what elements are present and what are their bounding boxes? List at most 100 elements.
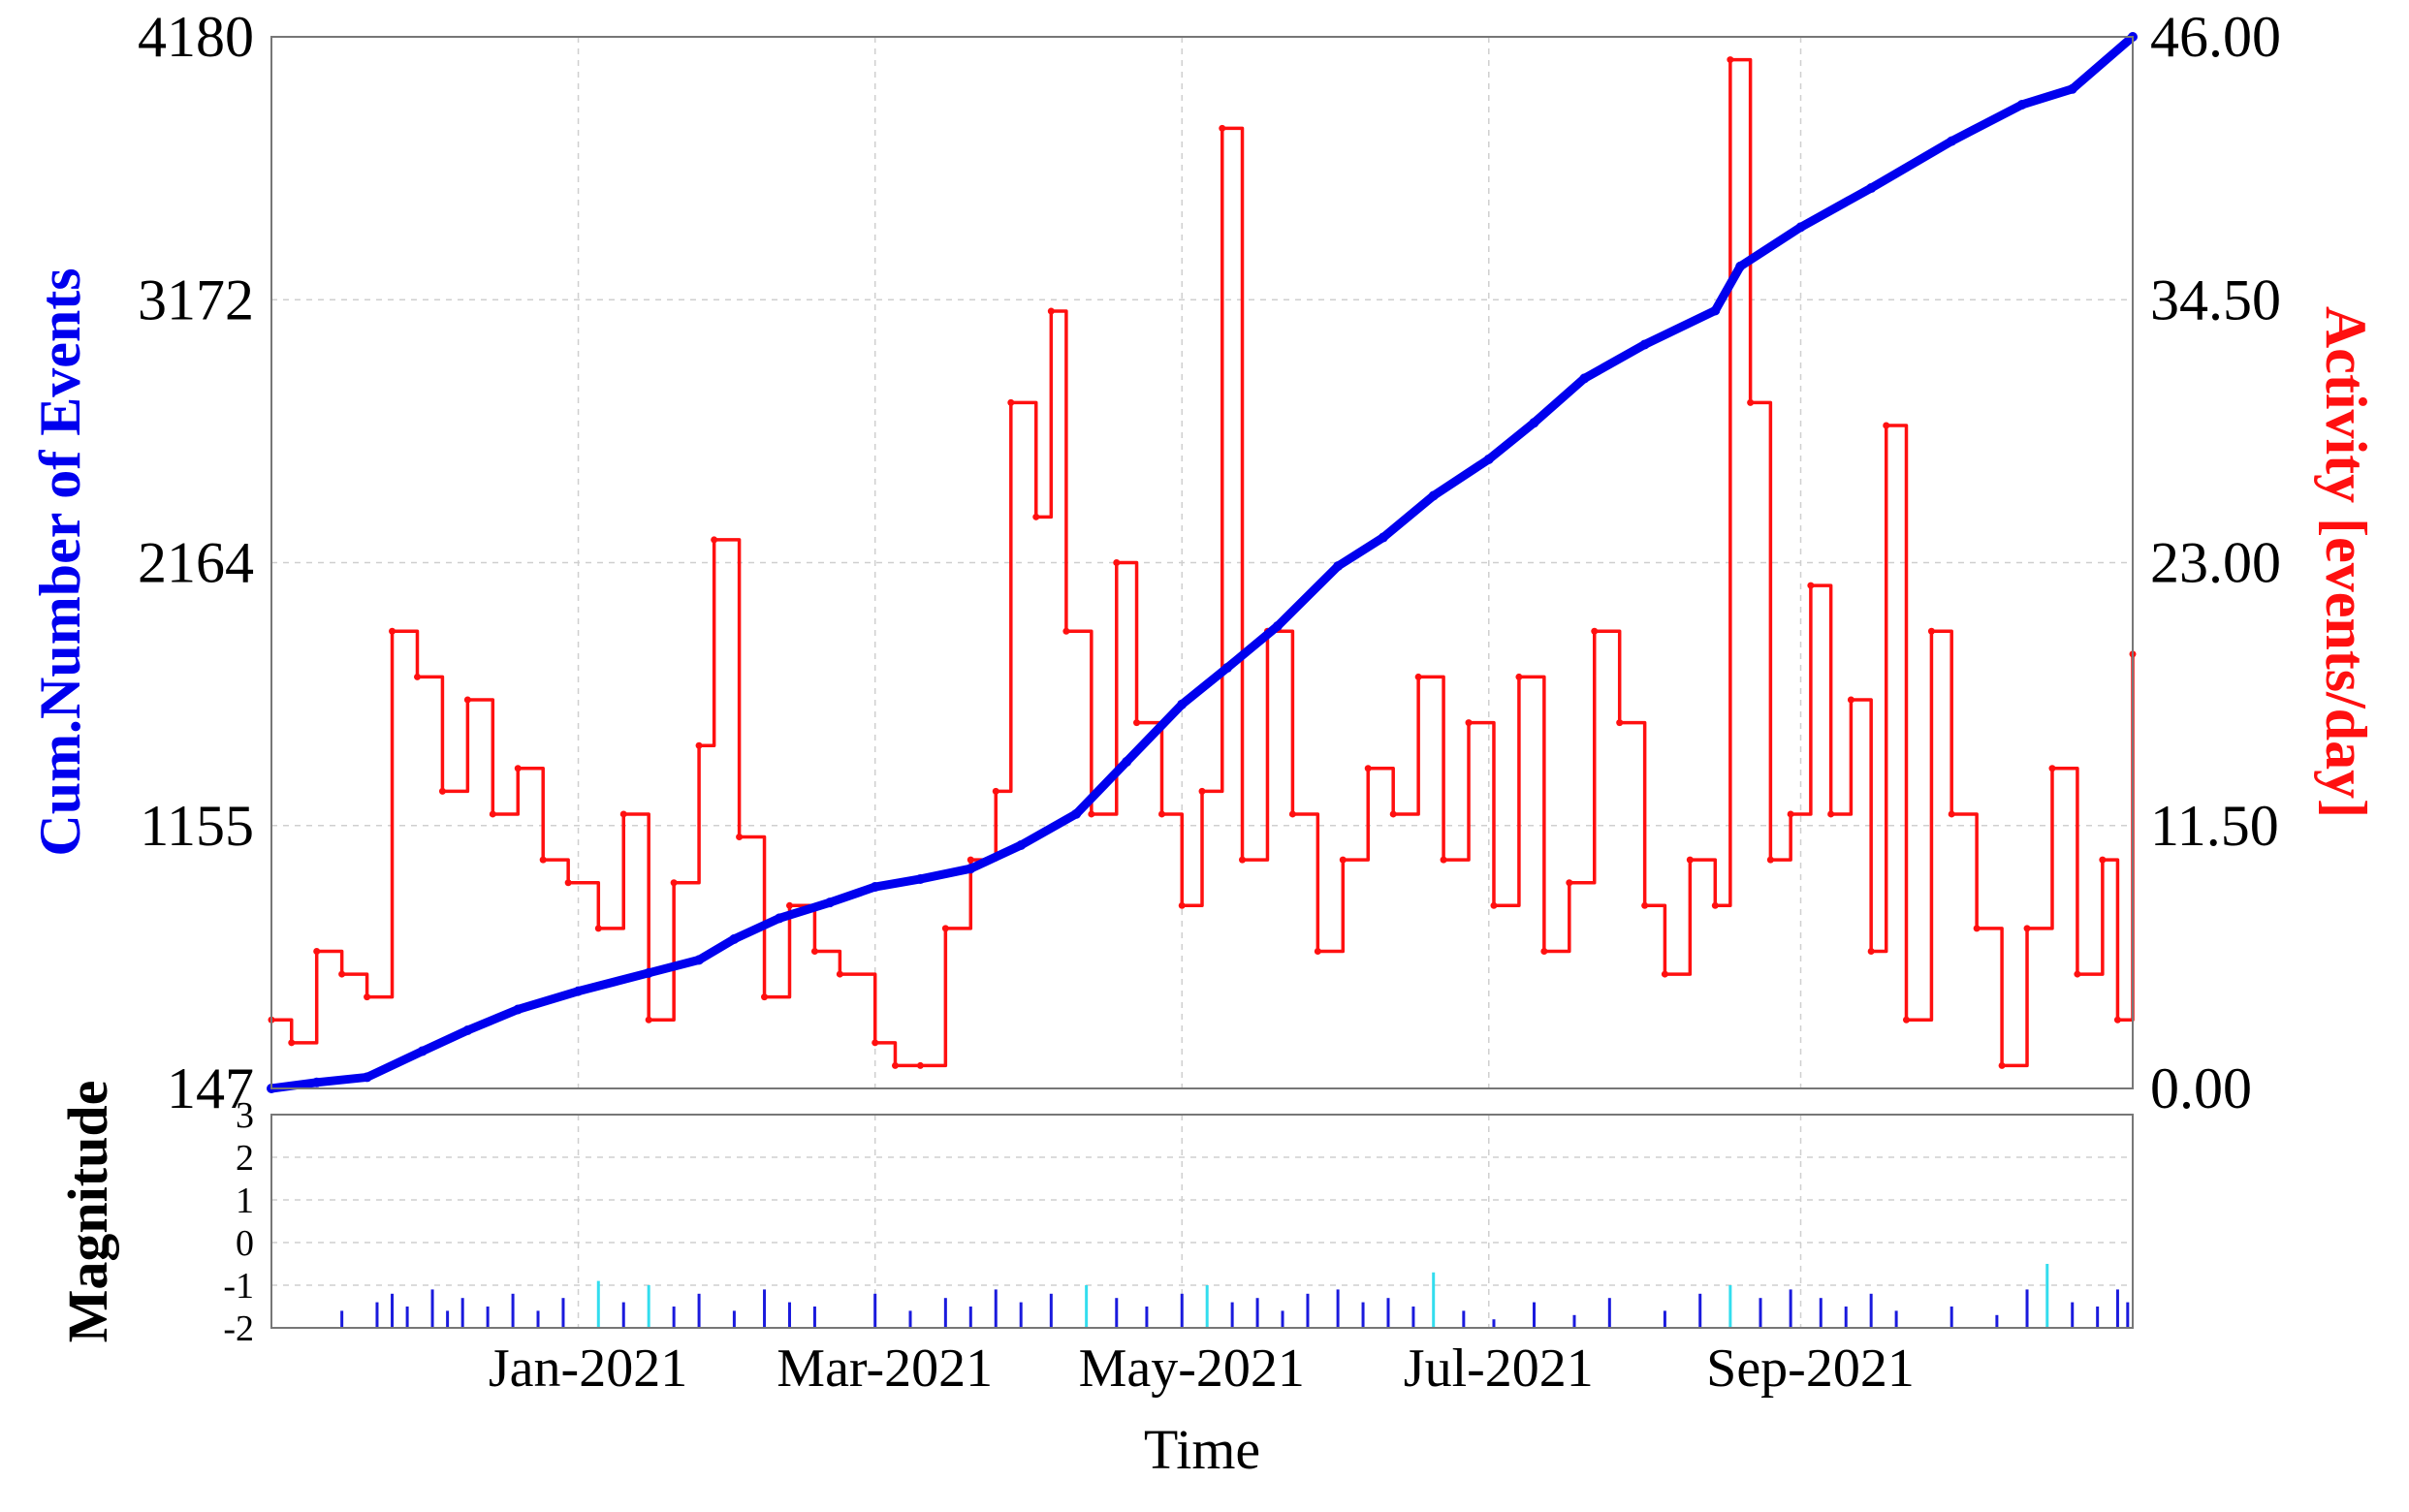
cumulative-point	[362, 1072, 372, 1083]
activity-point	[2113, 1016, 2121, 1024]
activity-point	[413, 673, 421, 680]
activity-point	[288, 1039, 296, 1047]
activity-point	[313, 947, 321, 955]
magnitude-bars	[340, 1264, 2130, 1328]
cumulative-point	[1710, 305, 1721, 316]
activity-point	[619, 810, 627, 818]
activity-point	[1440, 856, 1447, 864]
cumulative-point	[1071, 808, 1082, 819]
activity-point	[810, 947, 818, 955]
cumulative-point	[1579, 373, 1590, 384]
activity-line-group	[268, 56, 2137, 1069]
activity-point	[836, 970, 843, 978]
activity-point	[438, 787, 446, 795]
activity-point	[1157, 810, 1165, 818]
x-axis-label: Time	[1144, 1418, 1260, 1481]
activity-point	[1088, 810, 1095, 818]
activity-point	[1133, 719, 1141, 727]
left-tick-label: 147	[167, 1056, 254, 1120]
activity-point	[1414, 673, 1422, 680]
activity-point	[872, 1039, 879, 1047]
activity-point	[489, 810, 496, 818]
magnitude-tick-label: -1	[223, 1266, 254, 1307]
activity-point	[761, 993, 769, 1001]
activity-point	[941, 925, 949, 932]
cumulative-point	[513, 1004, 523, 1015]
cumulative-point	[775, 913, 785, 924]
activity-point	[1288, 810, 1296, 818]
activity-point	[1787, 810, 1794, 818]
activity-point	[916, 1061, 924, 1069]
activity-point	[364, 993, 371, 1001]
activity-point	[1178, 901, 1186, 909]
magnitude-tick-label: 1	[236, 1181, 254, 1221]
activity-point	[564, 879, 572, 887]
cumulative-point	[1735, 261, 1746, 271]
activity-point	[1198, 787, 1206, 795]
activity-point	[967, 856, 974, 864]
right-axis-label: Activity [events/day]	[2314, 306, 2378, 818]
cumulative-line-group	[267, 32, 2138, 1093]
cumulative-point	[311, 1077, 322, 1087]
cumulative-point	[1866, 183, 1877, 194]
activity-point	[1661, 970, 1668, 978]
activity-point	[1847, 696, 1854, 704]
right-tick-label: 34.50	[2150, 268, 2281, 331]
activity-point	[1239, 856, 1247, 864]
activity-point	[539, 856, 547, 864]
cumulative-point	[1378, 532, 1388, 543]
activity-point	[1389, 810, 1397, 818]
cumulative-point	[1177, 699, 1188, 709]
activity-point	[1364, 765, 1372, 772]
cumulative-point	[966, 864, 976, 874]
activity-point	[711, 536, 718, 544]
right-tick-label: 46.00	[2150, 5, 2281, 69]
cumulative-point	[825, 898, 835, 908]
cumulative-point	[644, 967, 654, 978]
cumulative-point	[1795, 222, 1806, 233]
activity-point	[594, 925, 602, 932]
activity-point	[1465, 719, 1473, 727]
cumulative-point	[2016, 99, 2027, 110]
activity-point	[2048, 765, 2056, 772]
activity-point	[1883, 422, 1890, 429]
activity-point	[645, 1016, 652, 1024]
activity-point	[1591, 627, 1599, 635]
activity-point	[670, 879, 678, 887]
activity-point	[2023, 925, 2031, 932]
activity-point	[1998, 1061, 2006, 1069]
magnitude-grid	[271, 1114, 2133, 1329]
activity-point	[463, 696, 471, 704]
x-tick-label: Mar-2021	[777, 1339, 993, 1399]
x-tick-label: Jan-2021	[489, 1339, 687, 1399]
magnitude-tick-label: 2	[236, 1138, 254, 1179]
activity-point	[1062, 627, 1070, 635]
right-tick-label: 11.50	[2150, 794, 2279, 858]
left-axis-label: Cum.Number of Events	[28, 268, 92, 856]
activity-point	[1339, 856, 1347, 864]
activity-point	[1927, 627, 1935, 635]
magnitude-tick-label: 0	[236, 1223, 254, 1264]
main-plot-frame	[270, 36, 2134, 1089]
activity-point	[2074, 970, 2081, 978]
activity-point	[992, 787, 999, 795]
activity-point	[1490, 901, 1498, 909]
activity-point	[389, 627, 396, 635]
x-tick-label: Jul-2021	[1404, 1339, 1594, 1399]
activity-point	[1641, 901, 1649, 909]
magnitude-axis-label: Magnitude	[56, 1081, 119, 1343]
left-axis-ticks: 147 1155 2164 3172 4180	[138, 5, 254, 1120]
activity-point	[1827, 810, 1835, 818]
cumulative-point	[1272, 621, 1283, 632]
cumulative-point	[1428, 490, 1439, 501]
activity-point	[1219, 124, 1226, 132]
left-tick-label: 4180	[138, 5, 254, 69]
cumulative-point	[1639, 339, 1650, 350]
activity-point	[1727, 56, 1734, 64]
activity-point	[1902, 1016, 1910, 1024]
cumulative-point	[1016, 839, 1027, 850]
activity-point	[891, 1061, 899, 1069]
x-tick-label: May-2021	[1079, 1339, 1305, 1399]
